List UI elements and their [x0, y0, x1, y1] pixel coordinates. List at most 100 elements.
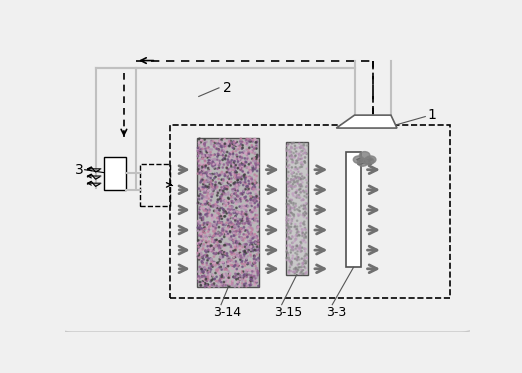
Point — [287, 154, 295, 160]
Point — [252, 240, 260, 246]
Point — [194, 145, 202, 151]
Point — [231, 268, 240, 274]
Point — [291, 145, 300, 151]
Point — [233, 271, 241, 277]
Point — [243, 151, 251, 157]
Point — [286, 244, 294, 250]
Point — [296, 183, 305, 189]
Point — [219, 178, 228, 184]
Point — [194, 200, 203, 206]
Point — [196, 191, 205, 197]
Point — [224, 179, 232, 185]
Point — [295, 208, 304, 214]
Point — [205, 242, 213, 248]
Point — [219, 229, 227, 235]
Point — [202, 201, 210, 207]
Point — [203, 207, 211, 213]
Point — [230, 236, 238, 242]
Point — [211, 138, 220, 144]
Point — [293, 160, 302, 166]
Point — [230, 142, 238, 148]
Point — [200, 169, 209, 175]
Point — [212, 225, 220, 231]
Point — [293, 158, 301, 164]
Point — [228, 224, 236, 230]
Point — [210, 247, 218, 253]
Point — [300, 245, 309, 251]
Point — [225, 138, 233, 144]
Point — [233, 274, 241, 280]
Point — [235, 209, 244, 215]
Point — [223, 231, 232, 237]
Point — [198, 163, 206, 169]
Point — [226, 143, 234, 149]
Point — [222, 164, 231, 170]
Point — [238, 160, 246, 166]
Point — [301, 147, 310, 153]
Point — [232, 152, 241, 158]
Point — [286, 242, 294, 248]
Point — [245, 282, 254, 288]
Point — [209, 223, 217, 229]
Point — [208, 171, 217, 177]
Point — [240, 150, 248, 156]
Point — [233, 178, 242, 184]
Point — [207, 256, 215, 262]
Point — [216, 243, 224, 249]
Point — [212, 204, 221, 210]
Point — [250, 207, 258, 213]
Point — [222, 210, 231, 216]
Point — [249, 267, 257, 273]
Point — [253, 244, 262, 250]
Point — [251, 181, 259, 187]
Point — [205, 157, 213, 163]
Point — [243, 216, 251, 222]
Circle shape — [353, 156, 364, 163]
Point — [225, 223, 233, 229]
Point — [226, 166, 234, 172]
Point — [251, 160, 259, 166]
Point — [293, 179, 302, 185]
Point — [217, 151, 225, 157]
Point — [200, 273, 208, 279]
Point — [234, 146, 243, 152]
Point — [233, 218, 242, 224]
Point — [215, 244, 223, 250]
Point — [219, 191, 227, 197]
Point — [231, 179, 239, 185]
Point — [246, 261, 254, 267]
Bar — [197, 138, 259, 288]
Point — [222, 273, 231, 279]
Point — [225, 179, 233, 185]
Point — [235, 234, 244, 240]
Point — [215, 173, 223, 179]
Point — [293, 226, 301, 232]
Point — [198, 156, 207, 162]
Point — [194, 148, 203, 154]
Point — [224, 200, 233, 206]
Point — [198, 274, 206, 280]
Point — [204, 204, 212, 210]
Point — [289, 269, 298, 275]
Point — [232, 198, 241, 204]
Point — [252, 175, 260, 181]
Point — [208, 184, 216, 189]
Point — [212, 161, 220, 167]
Point — [302, 211, 310, 217]
Point — [200, 280, 209, 286]
Point — [240, 261, 248, 267]
Point — [231, 213, 240, 219]
Point — [195, 225, 203, 231]
Point — [231, 245, 239, 251]
Point — [238, 216, 246, 222]
Point — [288, 153, 296, 159]
Point — [195, 170, 204, 176]
Point — [203, 195, 211, 201]
Point — [212, 145, 220, 151]
Point — [234, 193, 242, 199]
Point — [213, 184, 221, 190]
Point — [218, 222, 227, 228]
Point — [202, 178, 210, 184]
Point — [232, 241, 241, 247]
Point — [240, 272, 248, 278]
